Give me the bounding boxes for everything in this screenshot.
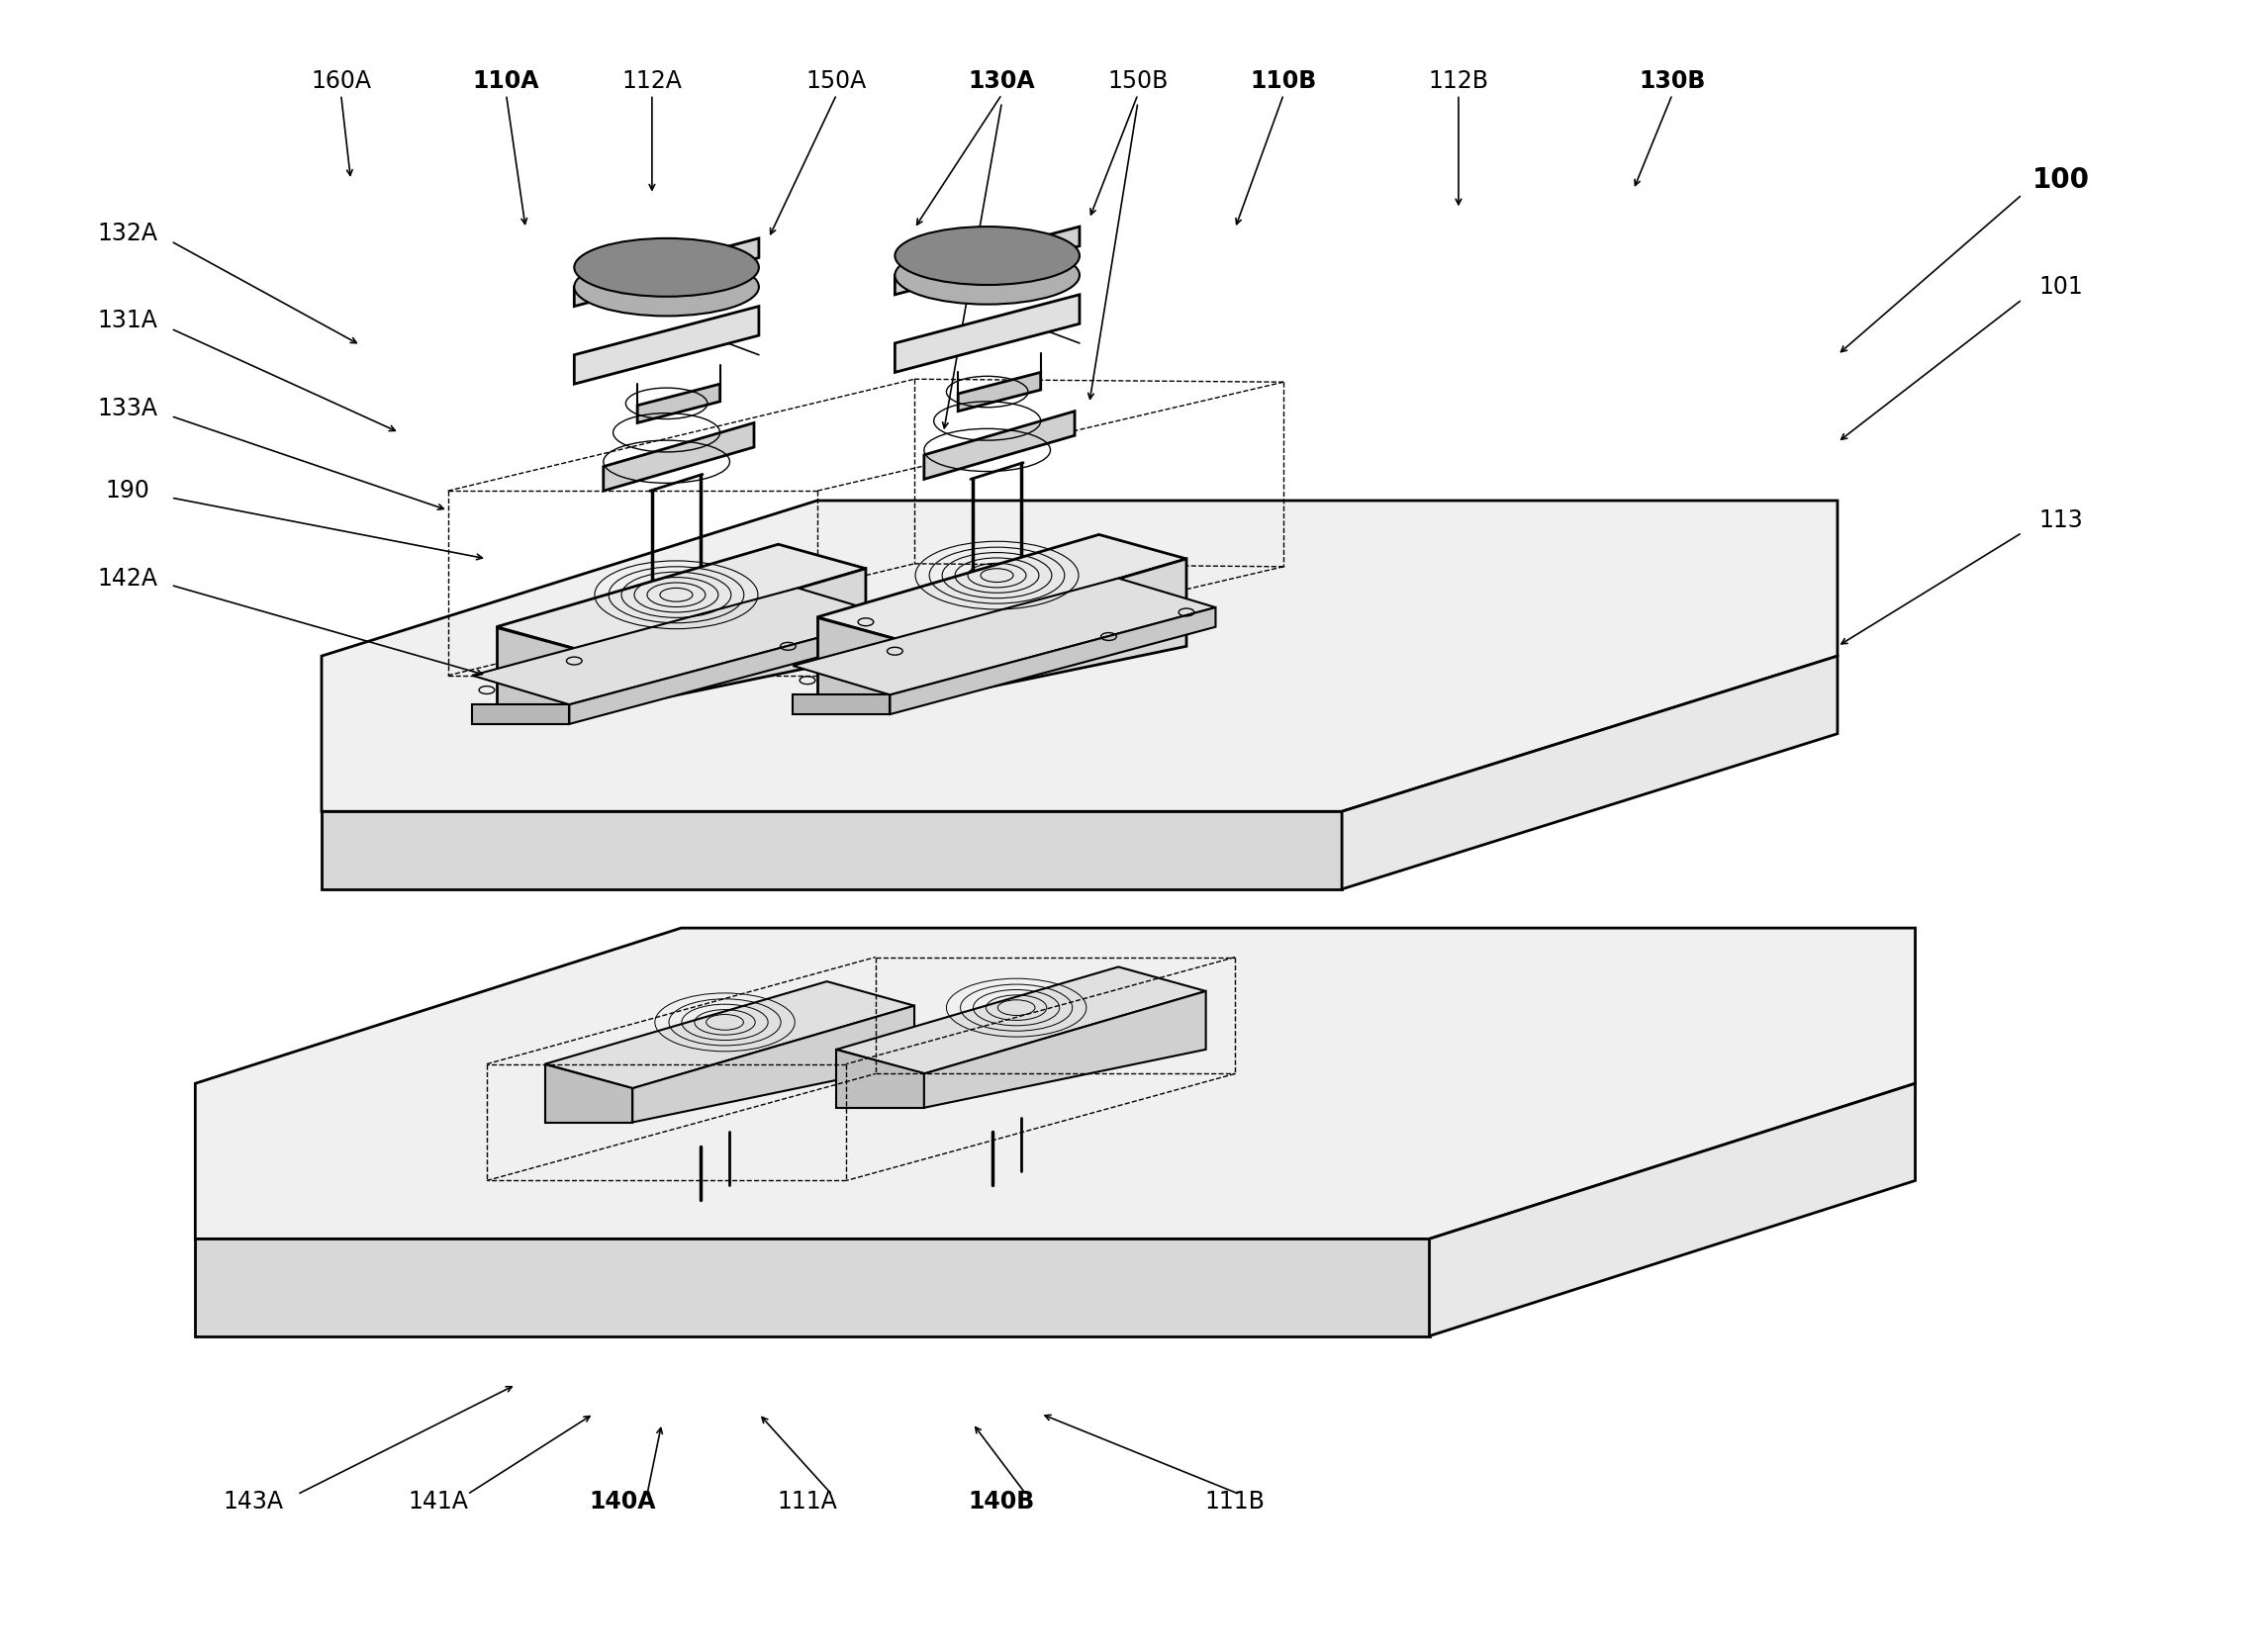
Polygon shape (602, 423, 754, 491)
Polygon shape (569, 618, 895, 724)
Polygon shape (924, 991, 1205, 1108)
Polygon shape (322, 811, 1341, 889)
Text: 111A: 111A (777, 1490, 838, 1513)
Polygon shape (1341, 656, 1837, 889)
Polygon shape (195, 928, 1916, 1239)
Text: 112B: 112B (1429, 69, 1488, 93)
Polygon shape (818, 535, 1187, 641)
Polygon shape (546, 981, 915, 1089)
Text: 110B: 110B (1250, 69, 1316, 93)
Ellipse shape (895, 246, 1080, 304)
Ellipse shape (575, 238, 759, 297)
Text: 132A: 132A (97, 221, 156, 244)
Ellipse shape (575, 258, 759, 316)
Polygon shape (584, 568, 865, 714)
Polygon shape (471, 588, 895, 704)
Polygon shape (322, 501, 1837, 811)
Polygon shape (895, 294, 1080, 372)
Polygon shape (632, 1006, 915, 1122)
Text: 130B: 130B (1640, 69, 1706, 93)
Polygon shape (904, 558, 1187, 704)
Polygon shape (546, 1064, 632, 1122)
Polygon shape (195, 1239, 1429, 1336)
Text: 140B: 140B (969, 1490, 1035, 1513)
Polygon shape (895, 226, 1080, 294)
Polygon shape (496, 544, 865, 651)
Polygon shape (793, 695, 890, 714)
Text: 101: 101 (2038, 274, 2084, 299)
Polygon shape (636, 383, 720, 423)
Text: 130A: 130A (969, 69, 1035, 93)
Polygon shape (836, 1049, 924, 1108)
Polygon shape (818, 618, 904, 704)
Polygon shape (836, 966, 1205, 1074)
Polygon shape (890, 608, 1216, 714)
Text: 100: 100 (2032, 167, 2091, 193)
Text: 112A: 112A (623, 69, 682, 93)
Polygon shape (496, 626, 584, 714)
Text: 133A: 133A (97, 396, 156, 420)
Text: 141A: 141A (408, 1490, 469, 1513)
Text: 143A: 143A (224, 1490, 283, 1513)
Polygon shape (575, 306, 759, 383)
Polygon shape (958, 372, 1040, 411)
Polygon shape (924, 411, 1074, 479)
Text: 160A: 160A (310, 69, 371, 93)
Text: 150A: 150A (806, 69, 867, 93)
Text: 111B: 111B (1205, 1490, 1266, 1513)
Text: 142A: 142A (97, 567, 156, 590)
Ellipse shape (895, 226, 1080, 284)
Text: 113: 113 (2038, 509, 2084, 532)
Text: 131A: 131A (97, 309, 156, 332)
Polygon shape (1429, 1084, 1916, 1336)
Text: 150B: 150B (1108, 69, 1169, 93)
Text: 190: 190 (104, 479, 149, 502)
Polygon shape (575, 238, 759, 306)
Text: 110A: 110A (473, 69, 539, 93)
Text: 140A: 140A (589, 1490, 657, 1513)
Polygon shape (793, 578, 1216, 695)
Polygon shape (471, 704, 569, 724)
